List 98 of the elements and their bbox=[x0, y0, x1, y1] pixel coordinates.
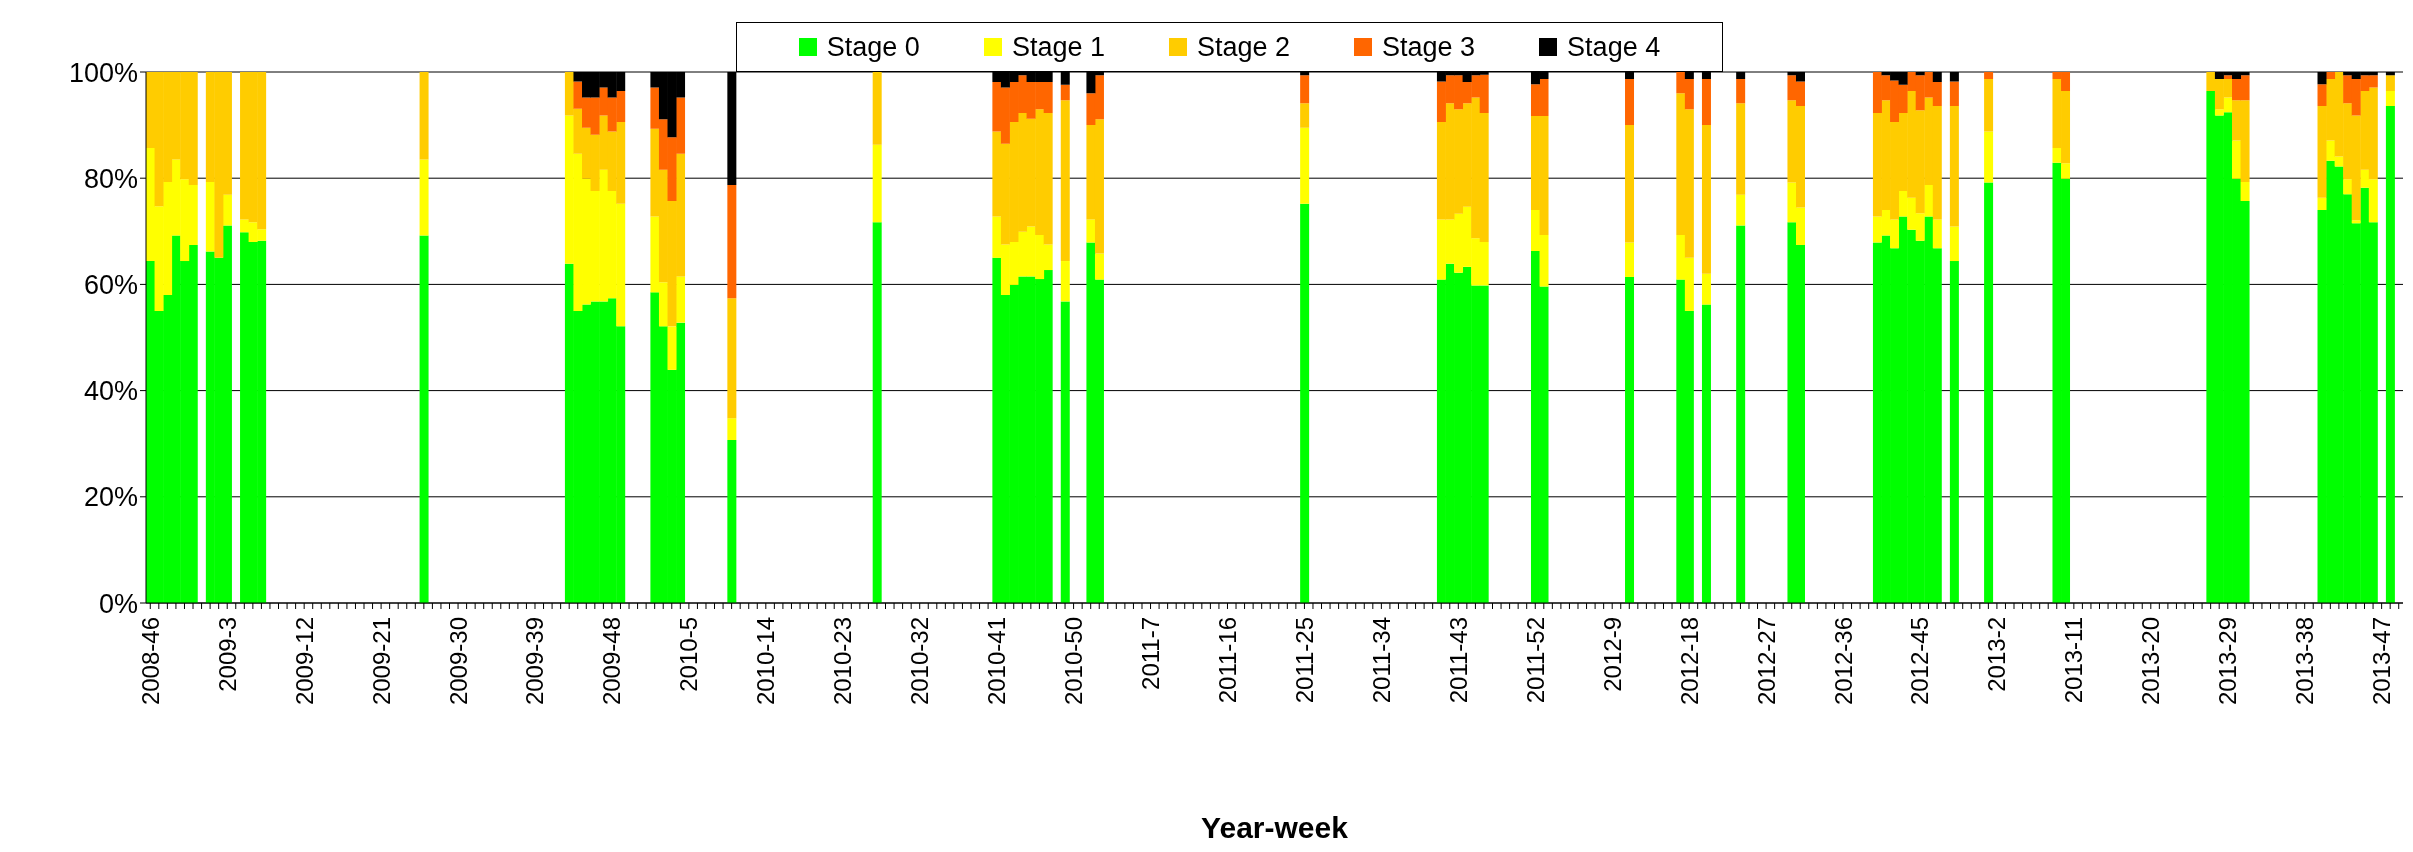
bar bbox=[1949, 81, 1959, 106]
x-tick-label: 2010-32 bbox=[906, 617, 934, 706]
x-tick-label: 2012-9 bbox=[1598, 617, 1626, 692]
bar bbox=[1984, 78, 1994, 132]
bar bbox=[1949, 261, 1959, 603]
bar bbox=[2385, 91, 2395, 106]
bar bbox=[1736, 225, 1746, 603]
bar bbox=[1300, 103, 1310, 128]
bar bbox=[2232, 140, 2242, 179]
x-tick-label: 2012-36 bbox=[1829, 617, 1857, 706]
bar bbox=[727, 418, 737, 440]
x-tick-label: 2008-46 bbox=[136, 617, 164, 706]
bar bbox=[2343, 179, 2353, 195]
x-tick-label: 2010-50 bbox=[1060, 617, 1088, 706]
bar bbox=[2240, 181, 2250, 202]
x-tick-label: 2010-14 bbox=[752, 617, 780, 706]
bar bbox=[1086, 219, 1096, 243]
x-tick-label: 2011-16 bbox=[1213, 617, 1241, 704]
legend-label: Stage 3 bbox=[1382, 31, 1476, 63]
bar bbox=[1932, 219, 1942, 249]
bar bbox=[1625, 125, 1635, 243]
x-tick-label: 2011-34 bbox=[1367, 617, 1395, 704]
x-tick-label: 2009-30 bbox=[444, 617, 472, 706]
bar bbox=[1984, 72, 1994, 79]
legend-label: Stage 4 bbox=[1567, 31, 1661, 63]
bar bbox=[1060, 100, 1070, 262]
bar bbox=[1736, 194, 1746, 226]
x-tick-label: 2013-20 bbox=[2137, 617, 2165, 706]
bar bbox=[2052, 147, 2062, 163]
bar bbox=[727, 439, 737, 603]
bar bbox=[2326, 72, 2336, 79]
bar bbox=[1060, 84, 1070, 101]
x-tick-label: 2013-29 bbox=[2214, 617, 2242, 706]
bar bbox=[1300, 203, 1310, 603]
x-tick-label: 2009-12 bbox=[290, 617, 318, 706]
legend-label: Stage 2 bbox=[1196, 31, 1291, 63]
bar bbox=[1701, 125, 1711, 274]
bar bbox=[872, 144, 882, 223]
bar bbox=[1060, 301, 1070, 603]
x-tick-label: 2010-5 bbox=[675, 617, 703, 692]
bar bbox=[222, 194, 232, 226]
x-tick-label: 2012-45 bbox=[1906, 617, 1934, 706]
y-tick-label: 80% bbox=[83, 163, 138, 194]
x-tick-label: 2011-43 bbox=[1444, 617, 1472, 704]
y-tick-label: 100% bbox=[68, 57, 138, 88]
bar bbox=[1736, 103, 1746, 195]
bar bbox=[1701, 78, 1711, 126]
x-tick-label: 2011-7 bbox=[1137, 617, 1165, 690]
bar bbox=[1949, 226, 1959, 262]
bar bbox=[676, 276, 686, 323]
x-tick-label: 2013-47 bbox=[2368, 617, 2396, 706]
bar bbox=[1625, 242, 1635, 277]
bar bbox=[1949, 105, 1959, 227]
x-tick-label: 2009-39 bbox=[521, 617, 549, 706]
bar bbox=[727, 298, 737, 419]
legend-label: Stage 0 bbox=[826, 31, 920, 63]
x-tick-label: 2009-21 bbox=[367, 617, 395, 706]
x-tick-label: 2013-2 bbox=[1983, 617, 2011, 692]
bar bbox=[667, 326, 677, 370]
bar bbox=[1625, 276, 1635, 603]
bar bbox=[419, 159, 429, 236]
bar bbox=[727, 185, 737, 299]
bar bbox=[872, 222, 882, 603]
x-tick-label: 2010-23 bbox=[829, 617, 857, 706]
y-tick-label: 0% bbox=[98, 588, 138, 619]
legend-label: Stage 1 bbox=[1011, 31, 1105, 63]
x-tick-label: 2013-11 bbox=[2060, 617, 2088, 704]
bar bbox=[1300, 127, 1310, 204]
x-tick-label: 2013-38 bbox=[2291, 617, 2319, 706]
bar bbox=[2385, 75, 2395, 92]
x-tick-label: 2012-18 bbox=[1675, 617, 1703, 706]
x-tick-label: 2009-48 bbox=[598, 617, 626, 706]
bar bbox=[1984, 182, 1994, 603]
y-tick-label: 60% bbox=[83, 269, 138, 300]
bar bbox=[1060, 261, 1070, 302]
bar bbox=[419, 235, 429, 603]
bar bbox=[2385, 105, 2395, 603]
bar bbox=[419, 72, 429, 160]
x-tick-label: 2009-3 bbox=[213, 617, 241, 692]
y-tick-label: 40% bbox=[83, 376, 138, 407]
bar bbox=[1625, 78, 1635, 126]
bar bbox=[1300, 75, 1310, 104]
bar bbox=[2317, 197, 2327, 211]
x-tick-label: 2011-25 bbox=[1290, 617, 1318, 704]
bar bbox=[1701, 273, 1711, 305]
bar bbox=[1701, 304, 1711, 603]
bar bbox=[872, 72, 882, 145]
bar bbox=[1984, 131, 1994, 183]
bar bbox=[1736, 78, 1746, 104]
y-tick-label: 20% bbox=[83, 482, 138, 513]
x-tick-label: 2011-52 bbox=[1521, 617, 1549, 704]
bar bbox=[1094, 253, 1104, 280]
bar bbox=[2317, 84, 2327, 106]
bar bbox=[2351, 220, 2361, 224]
x-tick-label: 2010-41 bbox=[983, 617, 1011, 706]
bar bbox=[2061, 163, 2071, 179]
x-tick-label: 2012-27 bbox=[1752, 617, 1780, 706]
x-axis-title: Year-week bbox=[1201, 811, 1349, 844]
